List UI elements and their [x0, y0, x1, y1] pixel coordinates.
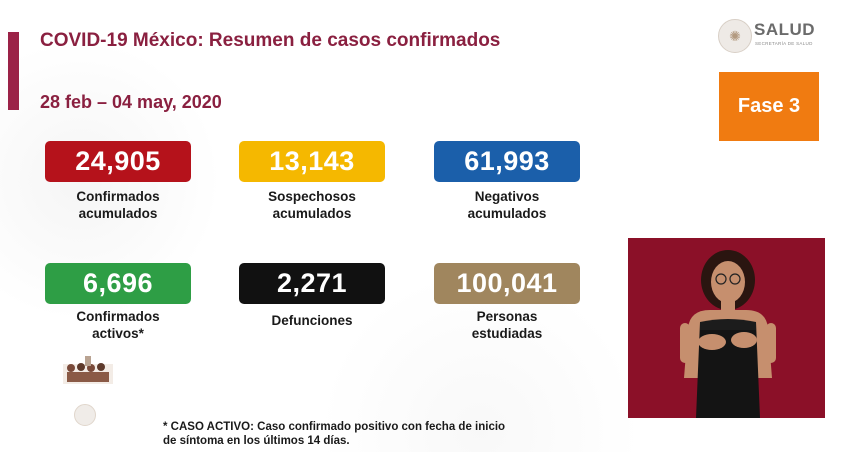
stat-box-confirmed: 24,905	[45, 141, 191, 182]
stat-label-line: activos*	[92, 326, 144, 341]
stat-box-negative: 61,993	[434, 141, 580, 182]
stat-label-active: Confirmados activos*	[33, 308, 203, 342]
footnote-line: * CASO ACTIVO: Caso confirmado positivo …	[163, 421, 506, 433]
stat-label-confirmed: Confirmados acumulados	[33, 188, 203, 222]
heroes-illustration-icon	[63, 356, 113, 384]
stat-label-line: acumulados	[272, 206, 352, 221]
emblem-seal-icon	[74, 404, 96, 426]
footnote-line: de síntoma en los últimos 14 días.	[163, 435, 350, 447]
stat-label-negative: Negativos acumulados	[422, 188, 592, 222]
stat-box-deaths: 2,271	[239, 263, 385, 304]
stat-label-line: acumulados	[78, 206, 158, 221]
date-range: 28 feb – 04 may, 2020	[40, 92, 222, 112]
stat-label-deaths: Defunciones	[227, 312, 397, 329]
stat-label-line: Sospechosos	[268, 189, 356, 204]
stat-label-line: Personas	[476, 309, 538, 324]
logo-subtitle: SECRETARÍA DE SALUD	[755, 41, 813, 46]
stat-label-line: Confirmados	[76, 309, 160, 324]
active-case-footnote: * CASO ACTIVO: Caso confirmado positivo …	[163, 420, 583, 448]
coat-of-arms-icon: ✺	[718, 19, 752, 53]
stat-label-line: acumulados	[467, 206, 547, 221]
stat-box-active: 6,696	[45, 263, 191, 304]
title-accent-bar	[8, 32, 19, 110]
page-title: COVID-19 México: Resumen de casos confir…	[40, 30, 501, 51]
sign-language-interpreter-video	[628, 238, 825, 418]
stat-box-studied: 100,041	[434, 263, 580, 304]
salud-logo: ✺ SALUD SECRETARÍA DE SALUD	[718, 19, 828, 53]
phase-badge: Fase 3	[719, 72, 819, 141]
stat-label-line: estudiadas	[471, 326, 543, 341]
logo-name: SALUD	[754, 20, 816, 39]
stat-label-line: Confirmados	[76, 189, 160, 204]
stat-label-suspected: Sospechosos acumulados	[227, 188, 397, 222]
stat-label-line: Negativos	[474, 189, 540, 204]
stat-label-line: Defunciones	[271, 313, 353, 328]
stat-box-suspected: 13,143	[239, 141, 385, 182]
stat-label-studied: Personas estudiadas	[422, 308, 592, 342]
